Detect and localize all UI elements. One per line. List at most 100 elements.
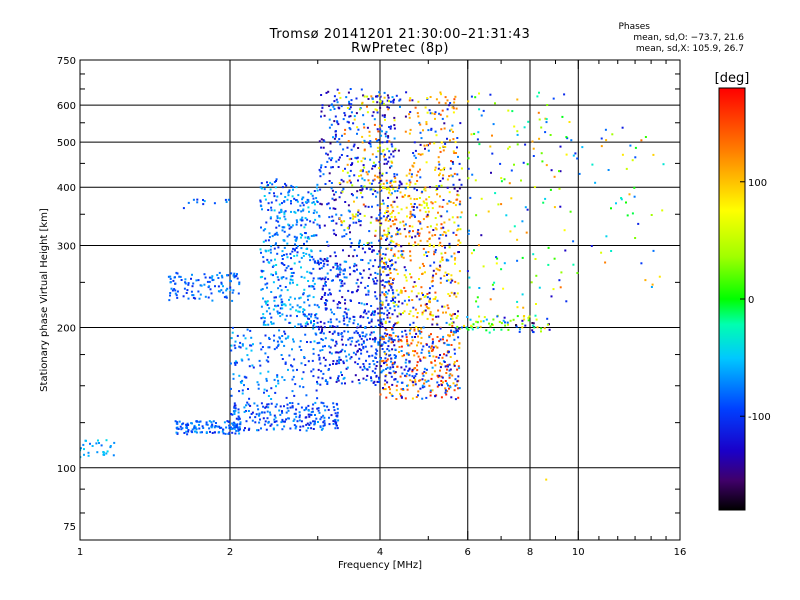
y-tick-label: 400 <box>57 183 76 194</box>
scatter-point <box>545 121 548 124</box>
scatter-point <box>275 264 278 266</box>
scatter-point <box>296 304 299 307</box>
scatter-point <box>334 130 337 133</box>
scatter-point <box>397 229 400 232</box>
scatter-point <box>388 336 391 339</box>
scatter-point <box>291 275 294 278</box>
scatter-point <box>193 427 196 430</box>
scatter-point <box>361 196 364 199</box>
scatter-point <box>423 382 426 385</box>
scatter-point <box>282 303 285 306</box>
scatter-point <box>238 283 241 286</box>
scatter-point <box>440 375 443 378</box>
scatter-point <box>376 111 379 114</box>
scatter-point <box>500 180 503 183</box>
scatter-point <box>296 283 299 286</box>
scatter-point <box>389 277 392 279</box>
scatter-point <box>285 314 288 317</box>
scatter-point <box>300 247 303 250</box>
scatter-point <box>468 276 471 279</box>
scatter-point <box>494 192 497 195</box>
scatter-point <box>282 276 285 279</box>
scatter-point <box>267 360 270 363</box>
scatter-point <box>448 294 451 297</box>
scatter-point <box>220 283 223 286</box>
scatter-point <box>300 275 303 278</box>
scatter-point <box>375 195 377 198</box>
scatter-point <box>525 231 528 234</box>
scatter-point <box>329 292 332 295</box>
scatter-point <box>266 286 268 289</box>
scatter-point <box>385 299 388 302</box>
scatter-point <box>621 153 624 156</box>
scatter-point <box>349 299 352 302</box>
scatter-point <box>321 427 324 430</box>
scatter-point <box>407 352 410 355</box>
scatter-point <box>368 182 371 185</box>
scatter-point <box>273 209 276 212</box>
scatter-point <box>454 398 457 401</box>
scatter-point <box>420 304 422 307</box>
scatter-point <box>300 224 303 227</box>
scatter-point <box>409 213 412 215</box>
scatter-point <box>391 348 394 351</box>
scatter-point <box>387 227 390 230</box>
scatter-point <box>393 127 396 130</box>
scatter-point <box>274 243 277 246</box>
scatter-point <box>329 207 331 210</box>
scatter-point <box>419 358 422 361</box>
scatter-point <box>523 318 526 321</box>
scatter-point <box>324 282 326 285</box>
scatter-point <box>351 184 354 187</box>
scatter-point <box>327 320 330 323</box>
scatter-point <box>408 194 411 197</box>
scatter-point <box>468 151 470 154</box>
scatter-point <box>440 93 442 96</box>
scatter-point <box>393 354 396 357</box>
scatter-point <box>314 203 316 206</box>
scatter-point <box>523 126 526 129</box>
scatter-point <box>329 293 332 296</box>
scatter-point <box>534 314 537 317</box>
scatter-point <box>500 268 503 271</box>
scatter-point <box>260 288 263 291</box>
scatter-point <box>324 358 327 361</box>
scatter-point <box>275 180 277 182</box>
scatter-point <box>326 299 329 302</box>
scatter-point <box>192 198 195 201</box>
scatter-point <box>436 381 439 384</box>
scatter-point <box>390 357 393 360</box>
scatter-point <box>313 320 315 322</box>
scatter-point <box>308 210 310 213</box>
scatter-point <box>211 432 214 434</box>
scatter-point <box>435 272 438 275</box>
scatter-point <box>604 128 607 131</box>
scatter-point <box>316 189 319 192</box>
scatter-point <box>406 384 408 387</box>
scatter-point <box>509 230 512 233</box>
scatter-point <box>561 115 564 118</box>
scatter-point <box>251 411 254 414</box>
scatter-point <box>321 296 324 298</box>
scatter-point <box>362 94 365 97</box>
scatter-point <box>227 198 230 201</box>
scatter-point <box>496 315 499 318</box>
scatter-point <box>396 315 399 318</box>
scatter-point <box>383 350 386 353</box>
scatter-point <box>168 299 171 302</box>
scatter-point <box>397 250 400 253</box>
scatter-point <box>396 227 398 230</box>
scatter-point <box>368 134 371 137</box>
scatter-point <box>442 381 444 384</box>
scatter-point <box>356 288 359 291</box>
scatter-point <box>441 109 444 112</box>
scatter-point <box>169 292 172 294</box>
scatter-point <box>350 103 353 106</box>
scatter-point <box>440 396 443 399</box>
scatter-point <box>379 314 382 317</box>
scatter-point <box>455 234 458 236</box>
scatter-point <box>503 178 506 181</box>
scatter-point <box>428 351 431 354</box>
scatter-point <box>409 327 412 330</box>
scatter-point <box>565 300 568 303</box>
